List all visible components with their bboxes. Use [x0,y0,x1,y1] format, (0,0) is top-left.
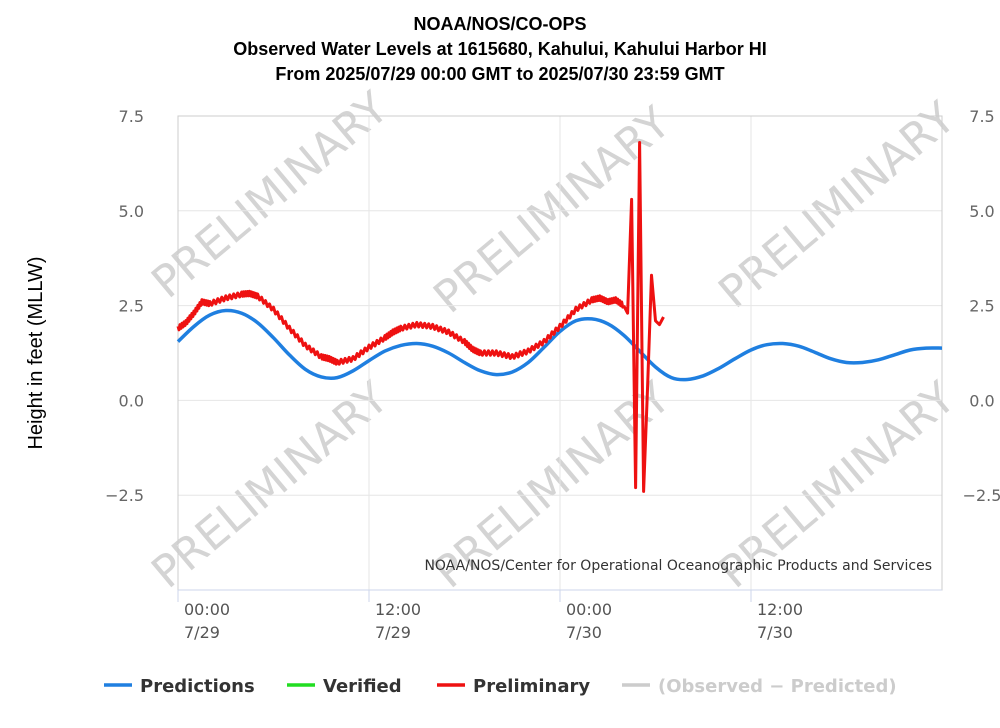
series-layer [176,141,943,493]
y-tick-label-right: 5.0 [969,202,994,221]
legend: Predictions Verified Preliminary (Observed … [104,676,897,697]
credit-text: NOAA/NOS/Center for Operational Oceanogr… [424,558,932,574]
y-tick-label-left: 7.5 [119,107,144,126]
title-line-3: From 2025/07/29 00:00 GMT to 2025/07/30 … [275,64,724,84]
y-axis-left: 7.5 5.0 2.5 0.0 −2.5 [105,107,144,505]
y-tick-label-left: 5.0 [119,202,144,221]
y-tick-label-right: 2.5 [969,297,994,316]
legend-item-label[interactable]: Predictions [140,676,255,697]
y-tick-label-left: 2.5 [119,297,144,316]
x-tick-time: 00:00 [566,600,612,619]
chart-title: NOAA/NOS/CO-OPS Observed Water Levels at… [233,14,767,84]
legend-item-label[interactable]: Preliminary [473,676,590,697]
watermark-text: PRELIMINARY [709,92,965,318]
y-axis-right: 7.5 5.0 2.5 0.0 −2.5 [963,107,1000,505]
watermarks: PRELIMINARY PRELIMINARY PRELIMINARYPRELIMI… [142,82,965,598]
x-tick-date: 7/29 [375,623,411,642]
legend-item-label[interactable]: (Observed − Predicted) [658,676,897,697]
y-axis-label: Height in feet (MLLW) [25,256,47,449]
x-tick-time: 00:00 [184,600,230,619]
series-line-predictions [176,308,943,382]
x-tick-time: 12:00 [757,600,803,619]
x-axis: 00:00 7/29 12:00 7/29 00:00 7/30 12:00 7/30 [177,589,942,642]
y-tick-label-right: 7.5 [969,107,994,126]
x-tick-date: 7/30 [757,623,793,642]
title-line-2: Observed Water Levels at 1615680, Kahulu… [233,39,767,59]
series-line-preliminary [176,289,625,366]
x-tick-time: 12:00 [375,600,421,619]
watermark-text: PRELIMINARY [142,372,398,598]
y-tick-label-right: −2.5 [963,486,1000,505]
x-tick-date: 7/30 [566,623,602,642]
y-tick-label-left: −2.5 [105,486,144,505]
y-tick-label-left: 0.0 [119,391,144,410]
legend-item-label[interactable]: Verified [323,676,402,697]
title-line-1: NOAA/NOS/CO-OPS [413,14,586,34]
x-tick-date: 7/29 [184,623,220,642]
y-tick-label-right: 0.0 [969,391,994,410]
series-line-preliminary-spike [622,141,665,493]
